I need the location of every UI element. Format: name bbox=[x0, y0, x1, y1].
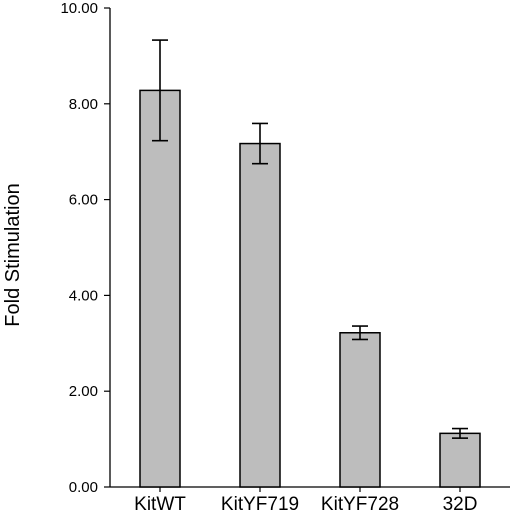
x-tick-label: KitYF728 bbox=[321, 494, 399, 515]
y-axis-label: Fold Stimulation bbox=[2, 183, 24, 326]
bar-KitYF719 bbox=[239, 142, 281, 488]
bar-32D bbox=[439, 432, 481, 488]
x-tick-label: KitYF719 bbox=[221, 494, 299, 515]
y-tick-label: 4.00 bbox=[69, 287, 98, 304]
bar-KitWT bbox=[139, 89, 181, 488]
error-bars bbox=[152, 39, 468, 439]
y-tick-label: 10.00 bbox=[60, 0, 98, 17]
y-ticks: 0.00 2.00 4.00 6.00 8.00 10.00 bbox=[60, 0, 110, 496]
y-tick-label: 6.00 bbox=[69, 192, 98, 209]
y-tick-label: 2.00 bbox=[69, 383, 98, 400]
bar-KitYF728 bbox=[339, 332, 381, 488]
y-tick-label: 0.00 bbox=[69, 479, 98, 496]
x-tick-label: KitWT bbox=[134, 494, 186, 515]
error-bar-KitWT bbox=[152, 39, 168, 142]
x-ticks: KitWT KitYF719 KitYF728 32D bbox=[134, 487, 477, 515]
error-bar-32D bbox=[452, 427, 468, 439]
y-tick-label: 8.00 bbox=[69, 96, 98, 113]
error-bar-KitYF728 bbox=[352, 325, 368, 341]
error-bar-KitYF719 bbox=[252, 122, 268, 165]
x-tick-label: 32D bbox=[443, 494, 478, 515]
bars bbox=[139, 89, 481, 488]
